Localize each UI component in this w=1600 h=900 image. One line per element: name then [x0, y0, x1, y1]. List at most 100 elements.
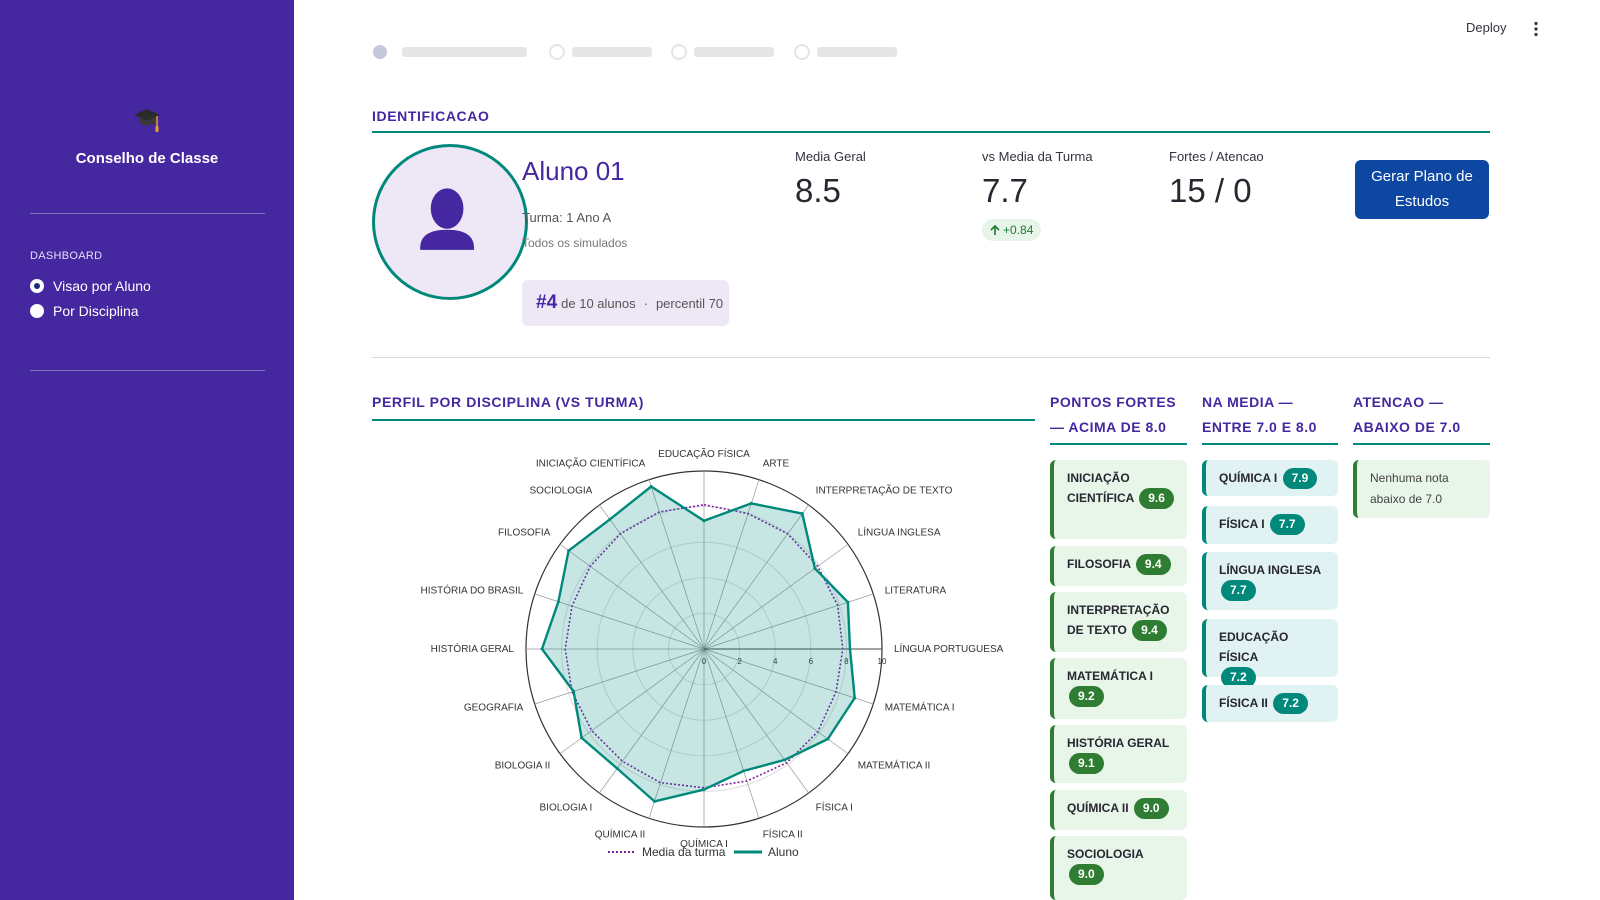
- grade-badge: 7.9: [1282, 468, 1318, 489]
- media-underline: [1202, 443, 1338, 445]
- radar-axis-label: LITERATURA: [885, 585, 947, 596]
- radar-axis-label: INICIAÇÃO CIENTÍFICA: [536, 456, 646, 469]
- radar-axis-label: FÍSICA I: [816, 801, 853, 814]
- legend-label: Media da turma: [642, 845, 726, 859]
- subject-name: MATEMÁTICA I: [1067, 669, 1153, 683]
- radar-series-aluno: [540, 485, 856, 803]
- atencao-underline: [1353, 443, 1490, 445]
- grade-badge: 9.0: [1133, 798, 1169, 819]
- radar-point: [826, 737, 830, 741]
- radar-axis-label: ARTE: [763, 458, 790, 469]
- grade-badge: 9.1: [1069, 753, 1104, 774]
- radar-point: [848, 647, 852, 651]
- radar-spoke: [703, 504, 809, 650]
- rank-percentile: percentil 70: [655, 295, 724, 311]
- radar-axis-label: BIOLOGIA II: [495, 761, 551, 772]
- radio-label: Visao por Aluno: [53, 278, 151, 294]
- subject-name: FÍSICA II: [1219, 696, 1268, 710]
- fortes-title: PONTOS FORTES — ACIMA DE 8.0: [1050, 390, 1176, 440]
- subject-card: INTERPRETAÇÃO DE TEXTO 9.4: [1050, 592, 1187, 652]
- delta-value: +0.84: [1003, 223, 1034, 237]
- rank-separator: ·: [643, 295, 648, 311]
- section-divider: [372, 357, 1490, 358]
- radar-spoke: [534, 593, 705, 650]
- subject-card: INICIAÇÃO CIENTÍFICA 9.6: [1050, 460, 1187, 539]
- radar-spoke: [703, 648, 809, 794]
- graduation-cap-icon: [134, 109, 160, 132]
- radio-por-disciplina[interactable]: Por Disciplina: [30, 303, 139, 319]
- metric-fortes-value: 15 / 0: [1169, 172, 1252, 209]
- gerar-plano-button[interactable]: Gerar Plano de Estudos: [1355, 160, 1489, 219]
- media-title-line2: ENTRE 7.0 E 8.0: [1202, 419, 1317, 435]
- subject-name: FILOSOFIA: [1067, 557, 1131, 571]
- radar-point: [608, 517, 612, 521]
- grade-badge: 7.7: [1269, 514, 1305, 535]
- sidebar-title: Conselho de Classe: [75, 150, 219, 167]
- metric-media-geral-value: 8.5: [795, 172, 841, 209]
- radar-point: [742, 769, 746, 773]
- radio-label: Por Disciplina: [53, 303, 139, 319]
- subject-card: SOCIOLOGIA 9.0: [1050, 836, 1187, 900]
- radar-point: [846, 600, 850, 604]
- radar-point: [853, 696, 857, 700]
- radar-axis-label: LÍNGUA PORTUGUESA: [894, 642, 1004, 655]
- radar-tick-label: 10: [878, 657, 887, 666]
- radar-point: [540, 647, 544, 651]
- radar-spoke: [703, 593, 874, 650]
- delta-badge: +0.84: [982, 219, 1042, 241]
- radar-axis-label: HISTÓRIA GERAL: [431, 642, 515, 655]
- fortes-title-line1: PONTOS FORTES: [1050, 394, 1177, 410]
- grade-badge: 9.6: [1139, 488, 1174, 509]
- radar-spoke: [703, 544, 849, 650]
- subject-name: EDUCAÇÃO FÍSICA: [1219, 630, 1289, 664]
- radio-unselected-icon[interactable]: [30, 304, 44, 318]
- media-title-line1: NA MEDIA —: [1202, 394, 1294, 410]
- identificacao-underline: [372, 131, 1490, 133]
- rank-box: #4 de 10 alunos · percentil 70: [522, 280, 729, 326]
- radar-point: [652, 799, 656, 803]
- subject-name: INICIAÇÃO CIENTÍFICA: [1067, 471, 1134, 505]
- sidebar-divider: [30, 213, 265, 214]
- radar-tick-label: 0: [702, 657, 707, 666]
- radar-point: [567, 549, 571, 553]
- subject-name: HISTÓRIA GERAL: [1067, 736, 1170, 750]
- avatar: [372, 144, 528, 300]
- subject-card: FÍSICA II 7.2: [1202, 685, 1338, 722]
- radar-axis-label: EDUCAÇÃO FÍSICA: [658, 447, 750, 460]
- radar-axis-label: QUÍMICA I: [680, 837, 728, 850]
- subject-card: LÍNGUA INGLESA 7.7: [1202, 552, 1338, 610]
- radar-point: [783, 758, 787, 762]
- arrow-up-icon: [990, 224, 1000, 235]
- subject-name: SOCIOLOGIA: [1067, 847, 1144, 861]
- subject-card: QUÍMICA I 7.9: [1202, 460, 1338, 496]
- subject-card: QUÍMICA II 9.0: [1050, 790, 1187, 830]
- grade-badge: 9.4: [1135, 554, 1171, 575]
- radar-axis-label: QUÍMICA II: [595, 828, 646, 841]
- grade-badge: 9.4: [1132, 620, 1167, 641]
- radar-spoke: [599, 504, 705, 650]
- rank-position: #4: [536, 292, 558, 313]
- more-menu-icon[interactable]: [1531, 21, 1541, 37]
- radio-selected-icon[interactable]: [30, 279, 44, 293]
- scrolled-radio-group: [373, 44, 897, 60]
- radar-axis-label: LÍNGUA INGLESA: [858, 525, 941, 538]
- radio-visao-por-aluno[interactable]: Visao por Aluno: [30, 278, 151, 294]
- radar-axis-label: MATEMÁTICA I: [885, 701, 955, 714]
- radar-point: [556, 600, 560, 604]
- media-title: NA MEDIA — ENTRE 7.0 E 8.0: [1202, 390, 1317, 440]
- grade-badge: 7.2: [1221, 667, 1256, 688]
- radar-spoke: [534, 648, 705, 705]
- radar-spoke: [648, 648, 705, 819]
- legend-label: Aluno: [768, 845, 799, 859]
- deploy-button[interactable]: Deploy: [1466, 20, 1507, 35]
- radar-point: [800, 512, 804, 516]
- radar-point: [702, 519, 706, 523]
- radar-tick-label: 8: [844, 657, 849, 666]
- user-silhouette-icon: [420, 188, 475, 250]
- metric-vs-turma-value: 7.7: [982, 172, 1028, 209]
- radar-spoke: [703, 648, 849, 754]
- radar-point: [813, 566, 817, 570]
- subject-name: INTERPRETAÇÃO DE TEXTO: [1067, 603, 1170, 637]
- identificacao-title: IDENTIFICACAO: [372, 108, 490, 124]
- atencao-title-line2: ABAIXO DE 7.0: [1353, 419, 1461, 435]
